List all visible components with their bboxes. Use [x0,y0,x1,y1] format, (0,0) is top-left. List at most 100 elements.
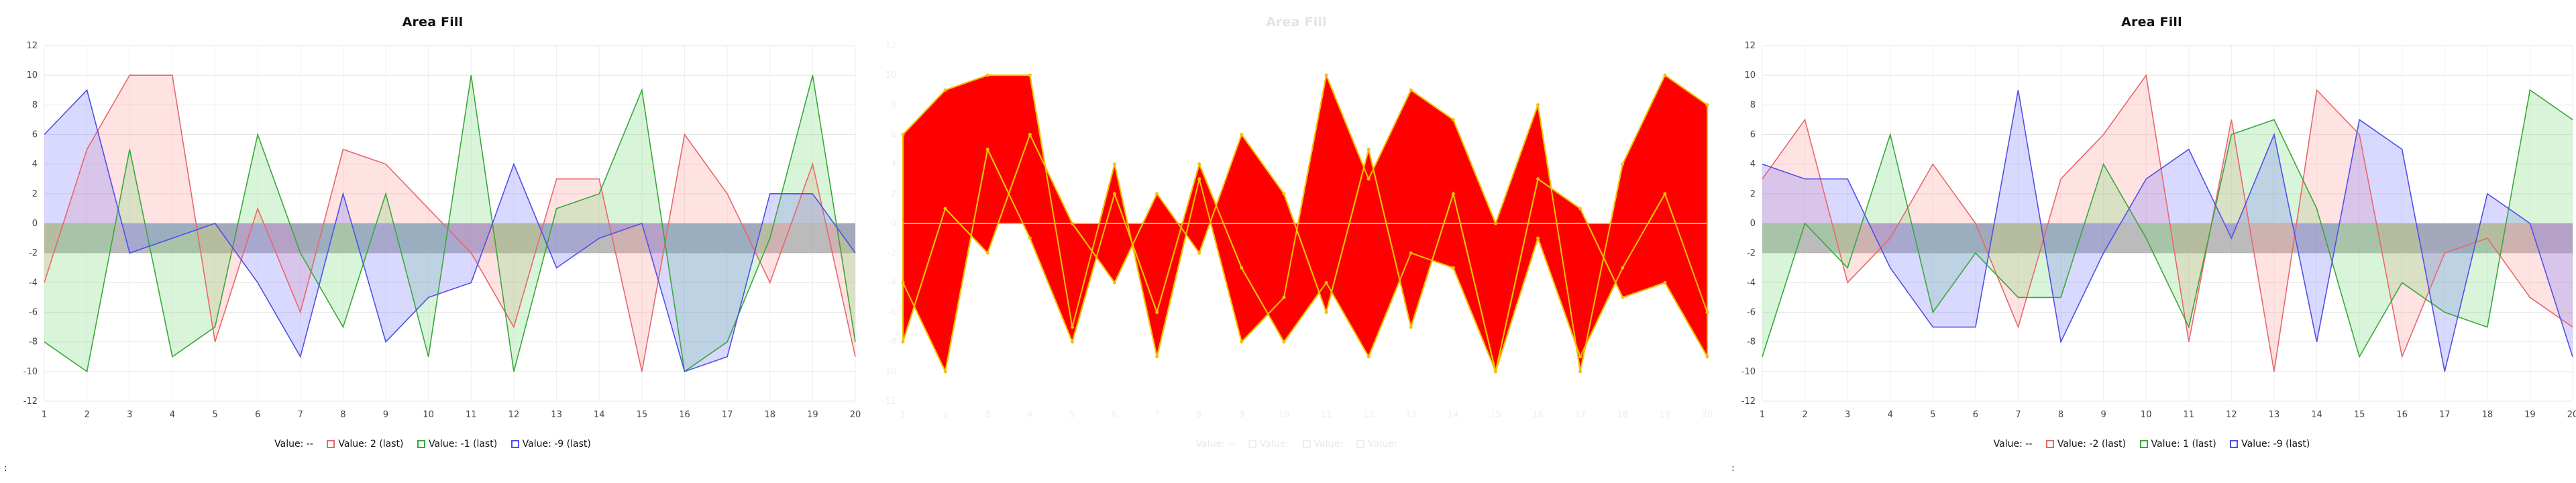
data-point [1282,340,1286,344]
data-point [1113,192,1117,196]
legend-swatch-green [2139,440,2148,448]
x-tick-label: 4 [1027,410,1032,420]
legend-label: Value: [2057,439,2086,449]
legend-item-series-2[interactable]: Value: -1 (last) [417,439,497,449]
legend-swatch-red [2045,440,2054,448]
x-tick-label: 12 [2226,410,2237,420]
x-tick-label: 9 [1239,410,1244,420]
x-tick-label: 16 [1532,410,1544,420]
legend-label: Value: [2241,439,2271,449]
series-line-3 [1762,90,2573,372]
x-tick-label: 1 [42,410,47,420]
data-point [1621,162,1625,166]
data-point [1324,280,1328,284]
data-point [1409,251,1413,255]
data-point [1663,280,1667,284]
x-tick-label: 13 [551,410,562,420]
data-point [985,148,989,152]
legend-item-series-1[interactable]: Value: [1248,439,1289,449]
x-tick-label: 18 [1617,410,1629,420]
legend-item-series-3[interactable]: Value: -9 (last) [2230,439,2310,449]
x-tick-label: 3 [985,410,990,420]
data-point [1578,355,1582,359]
y-tick-label: 2 [32,189,38,199]
legend-label: Value: [1259,439,1289,449]
legend-swatch-red [327,440,335,448]
data-point [1028,133,1032,136]
x-tick-label: 14 [594,410,605,420]
legend-header-label: Value: [274,439,304,449]
y-tick-label: -8 [888,337,896,347]
corner-mark: : [4,463,7,474]
y-tick-label: 8 [891,100,896,110]
data-point [1536,236,1540,240]
legend-header: Value: -- [1994,439,2033,449]
legend-label: Value: [338,439,368,449]
x-tick-label: 19 [2524,410,2536,420]
data-point [1705,355,1709,359]
x-tick-label: 3 [1845,410,1850,420]
legend-item-series-3[interactable]: Value: -9 (last) [511,439,591,449]
legend-header: Value: -- [1196,439,1235,449]
y-tick-label: 10 [885,70,896,80]
x-tick-label: 20 [2567,410,2576,420]
data-point [1663,73,1667,77]
y-tick-label: 12 [26,41,38,51]
data-point [1070,340,1074,344]
legend-header-value: -- [306,439,313,449]
data-point [1451,266,1455,270]
y-tick-label: 4 [1750,160,1756,170]
data-point [1197,177,1201,181]
data-point [901,133,905,136]
series-line-2 [44,74,856,373]
legend-item-series-2[interactable]: Value: [1302,439,1343,449]
x-tick-label: 4 [1888,410,1893,420]
y-tick-label: 10 [26,70,38,80]
data-point [1324,73,1328,77]
y-tick-label: 12 [885,41,896,51]
y-tick-label: 0 [891,219,896,229]
x-tick-label: 2 [1802,410,1807,420]
chart-panel-middle-glitched: 12 10 8 6 4 2 0 -2 -4 -6 -8 -10 -12 1 2 3 4 5 6 7 8 9 10 11 12 13… [879,0,1714,483]
series-area-1 [1762,75,2573,372]
series-line-1 [44,74,856,372]
x-tick-label: 11 [2184,410,2195,420]
legend-item-series-1[interactable]: Value: -2 (last) [2045,439,2126,449]
x-tick-label: 1 [900,410,906,420]
x-tick-label: 8 [1197,410,1202,420]
chart-legend: Value: -- Value: -2 (last) Value: 1 (las… [1727,439,2576,449]
data-point [1621,295,1625,299]
data-point [943,207,947,211]
x-tick-label: 14 [2311,410,2322,420]
legend-label: Value: [522,439,551,449]
data-point [1113,162,1117,166]
legend-item-series-3[interactable]: Value: [1356,439,1397,449]
data-point [1621,266,1625,270]
legend-swatch-blue [2230,440,2239,448]
y-tick-label: -4 [29,278,38,288]
x-tick-label: 6 [255,410,260,420]
data-point [1282,295,1286,299]
data-point [1155,192,1159,196]
series-line-3 [44,89,856,372]
data-point [1197,251,1201,255]
legend-swatch [1302,440,1311,448]
x-tick-label: 12 [1363,410,1375,420]
data-point [1536,177,1540,181]
legend-item-series-2[interactable]: Value: 1 (last) [2139,439,2216,449]
series-area-3 [1762,90,2573,372]
x-tick-label: 20 [1702,410,1713,420]
chart-panel-right: Area Fill 12 10 8 6 4 2 0 -2 -4 -6 -8 -10 -12 1 2 3 4 5 6 7… [1727,0,2576,483]
y-tick-label: 6 [1750,130,1756,140]
x-tick-label: 4 [170,410,175,420]
series-line-1 [902,72,1708,372]
series-line-2 [902,147,1708,374]
legend-item-series-1[interactable]: Value: 2 (last) [327,439,404,449]
data-point [1028,236,1032,240]
data-point [901,340,905,344]
data-point [1451,117,1455,121]
data-point [1240,133,1244,136]
